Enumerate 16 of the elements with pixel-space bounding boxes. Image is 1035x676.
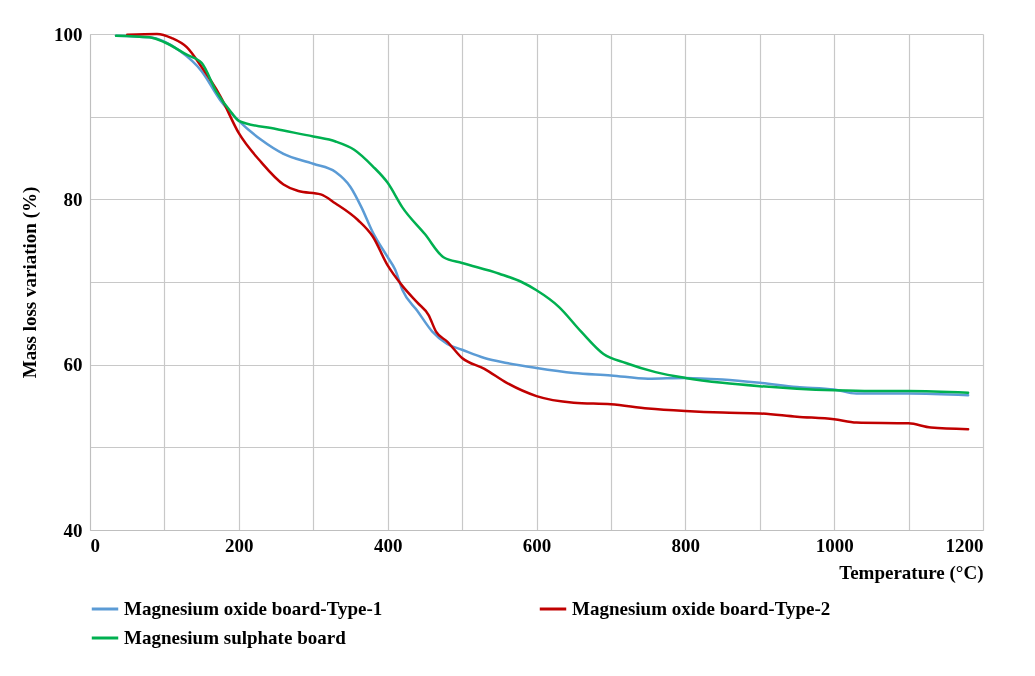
legend-label: Magnesium sulphate board — [124, 627, 347, 648]
x-tick-label: 1000 — [815, 534, 854, 556]
y-tick-label: 60 — [63, 354, 83, 376]
legend-label: Magnesium oxide board-Type-2 — [572, 598, 831, 619]
x-tick-label: 600 — [522, 534, 552, 556]
x-tick-label: 0 — [90, 534, 100, 556]
x-tick-label: 1200 — [945, 534, 984, 556]
x-tick-label: 800 — [671, 534, 701, 556]
legend-label: Magnesium oxide board-Type-1 — [124, 598, 383, 619]
y-tick-label: 80 — [63, 188, 83, 210]
y-tick-label: 100 — [54, 23, 83, 45]
x-tick-label: 200 — [225, 534, 254, 556]
x-tick-label: 400 — [373, 534, 403, 556]
y-tick-label: 40 — [63, 519, 83, 541]
y-axis-title: Mass loss variation (%) — [19, 186, 41, 379]
x-axis-title: Temperature (°C) — [839, 561, 984, 584]
